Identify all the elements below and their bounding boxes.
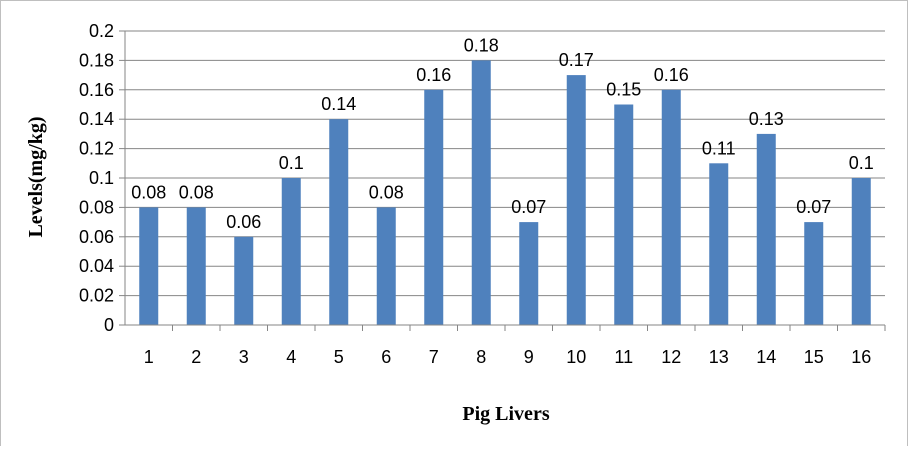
data-label: 0.18 [464, 35, 499, 55]
x-tick-label: 14 [756, 347, 776, 367]
data-label: 0.17 [559, 50, 594, 70]
bar [424, 89, 444, 325]
data-label: 0.1 [849, 153, 874, 173]
axes [119, 30, 886, 331]
y-tick-label: 0.08 [79, 197, 114, 217]
bar [139, 207, 159, 325]
y-axis-title: Levels(mg/kg) [25, 116, 47, 237]
data-label: 0.1 [279, 153, 304, 173]
y-tick-label: 0.02 [79, 286, 114, 306]
x-tick-label: 10 [566, 347, 586, 367]
data-label: 0.07 [511, 197, 546, 217]
bar [329, 119, 349, 325]
bar [614, 104, 634, 325]
bar [471, 60, 491, 326]
data-label: 0.07 [796, 197, 831, 217]
x-tick-label: 7 [429, 347, 439, 367]
y-tick-label: 0.2 [89, 21, 114, 41]
x-tick-label: 8 [476, 347, 486, 367]
data-label: 0.13 [749, 109, 784, 129]
data-label: 0.11 [702, 138, 736, 158]
y-tick-label: 0.18 [79, 50, 114, 70]
x-tick-label: 12 [661, 347, 681, 367]
x-tick-labels: 1 2 3 4 5 6 7 8 9 10 11 12 13 14 15 16 [144, 347, 872, 367]
data-label: 0.16 [654, 65, 689, 85]
y-tick-label: 0.1 [89, 168, 114, 188]
data-label: 0.06 [226, 212, 261, 232]
bar [851, 178, 871, 325]
x-tick-label: 11 [614, 347, 633, 367]
y-tick-label: 0 [104, 315, 114, 335]
y-tick-label: 0.04 [79, 256, 114, 276]
x-tick-label: 16 [851, 347, 871, 367]
data-labels: 0.08 0.08 0.06 0.1 0.14 0.08 0.16 0.18 0.07 0.17 0… [131, 35, 874, 231]
bar [234, 236, 254, 325]
y-tick-label: 0.12 [79, 139, 114, 159]
data-label: 0.15 [606, 80, 641, 100]
y-tick-label: 0.16 [79, 80, 114, 100]
bar [186, 207, 206, 325]
y-tick-labels: 0 0.02 0.04 0.06 0.08 0.1 0.12 0.14 0.16 0.18 0.2 [79, 21, 114, 335]
x-tick-label: 1 [144, 347, 154, 367]
x-axis-title: Pig Livers [462, 403, 549, 425]
x-tick-label: 6 [381, 347, 391, 367]
bar [376, 207, 396, 325]
data-label: 0.08 [131, 182, 166, 202]
data-label: 0.08 [179, 182, 214, 202]
bar [519, 222, 539, 325]
bars [139, 60, 871, 326]
data-label: 0.14 [321, 94, 356, 114]
x-tick-label: 3 [239, 347, 249, 367]
data-label: 0.16 [416, 65, 451, 85]
x-tick-label: 15 [804, 347, 824, 367]
x-tick-label: 13 [709, 347, 729, 367]
x-tick-label: 5 [334, 347, 344, 367]
x-tick-label: 9 [524, 347, 534, 367]
bar [804, 222, 824, 325]
bar [709, 163, 729, 325]
bar [281, 178, 301, 325]
data-label: 0.08 [369, 182, 404, 202]
x-tick-label: 4 [286, 347, 296, 367]
y-tick-label: 0.06 [79, 227, 114, 247]
x-tick-label: 2 [191, 347, 201, 367]
bar [661, 89, 681, 325]
bar [756, 133, 776, 325]
bar [566, 75, 586, 325]
y-tick-label: 0.14 [79, 109, 114, 129]
